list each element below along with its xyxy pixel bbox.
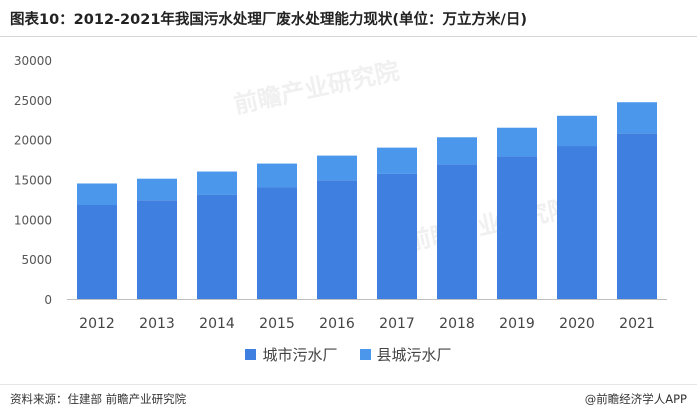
bar-city bbox=[497, 156, 537, 299]
y-tick-label: 25000 bbox=[14, 94, 52, 108]
bar-city bbox=[557, 146, 597, 299]
x-tick-label: 2017 bbox=[379, 316, 415, 332]
x-tick-label: 2019 bbox=[499, 316, 535, 332]
bar-county bbox=[257, 163, 297, 188]
bar-city bbox=[137, 200, 177, 299]
bar-city bbox=[317, 180, 357, 299]
bar-city bbox=[197, 194, 237, 299]
title-divider bbox=[0, 36, 697, 37]
bar-county bbox=[617, 102, 657, 134]
bar-city bbox=[257, 187, 297, 299]
bar-county bbox=[197, 171, 237, 195]
bar-city bbox=[77, 204, 117, 299]
x-tick-label: 2012 bbox=[79, 316, 115, 332]
brand-credit: @前瞻经济学人APP bbox=[584, 392, 687, 406]
y-tick-label: 0 bbox=[44, 293, 52, 307]
bar-county bbox=[77, 183, 117, 205]
bar-city bbox=[437, 164, 477, 299]
legend-label-city: 城市污水厂 bbox=[262, 346, 338, 364]
y-tick-label: 20000 bbox=[14, 134, 52, 148]
bar-county bbox=[317, 155, 357, 181]
x-tick-label: 2015 bbox=[259, 316, 295, 332]
bar-city bbox=[377, 173, 417, 299]
source-note: 资料来源：住建部 前瞻产业研究院 bbox=[10, 392, 187, 406]
legend-label-county: 县城污水厂 bbox=[376, 346, 452, 364]
x-tick-label: 2014 bbox=[199, 316, 235, 332]
chart-title: 图表10：2012-2021年我国污水处理厂废水处理能力现状(单位：万立方米/日… bbox=[10, 12, 527, 28]
x-tick-label: 2020 bbox=[559, 316, 595, 332]
legend-swatch-city bbox=[245, 349, 257, 360]
y-tick-label: 30000 bbox=[14, 54, 52, 68]
x-tick-label: 2016 bbox=[319, 316, 355, 332]
bar-county bbox=[137, 178, 177, 201]
legend-swatch-county bbox=[359, 349, 371, 360]
legend-item-county: 县城污水厂 bbox=[359, 344, 452, 365]
bar-county bbox=[437, 137, 477, 165]
bar-county bbox=[557, 115, 597, 147]
x-tick-label: 2013 bbox=[139, 316, 175, 332]
y-tick-label: 5000 bbox=[21, 253, 52, 267]
y-tick-label: 10000 bbox=[14, 213, 52, 227]
bar-county bbox=[377, 147, 417, 174]
bar-city bbox=[617, 133, 657, 299]
legend-item-city: 城市污水厂 bbox=[245, 344, 338, 365]
x-tick-label: 2021 bbox=[619, 316, 655, 332]
footer-divider bbox=[0, 384, 697, 385]
y-tick-label: 15000 bbox=[14, 174, 52, 188]
bar-county bbox=[497, 127, 537, 157]
x-tick-label: 2018 bbox=[439, 316, 475, 332]
legend: 城市污水厂 县城污水厂 bbox=[0, 344, 697, 365]
